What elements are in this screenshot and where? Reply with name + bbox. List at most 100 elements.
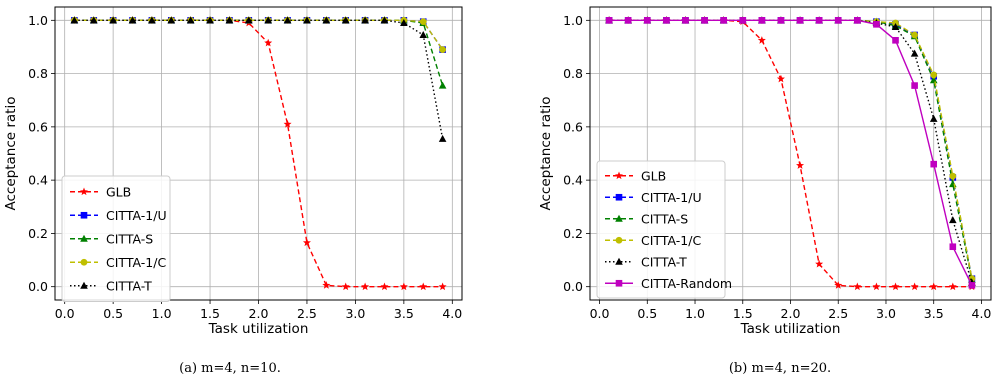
- legend-entry: CITTA-Random: [641, 276, 732, 291]
- y-tick-label: 0.2: [28, 226, 48, 241]
- x-tick-label: 3.5: [924, 306, 944, 321]
- data-point: [399, 282, 408, 291]
- data-point: [776, 74, 785, 83]
- plot-frame: [54, 6, 463, 301]
- data-point: [777, 17, 785, 24]
- x-tick-label: 2.5: [828, 306, 848, 321]
- x-tick-label: 4.0: [972, 306, 992, 321]
- y-tick-label: 0.6: [563, 119, 583, 134]
- data-point: [89, 16, 98, 24]
- data-point: [341, 282, 350, 291]
- chart-panel-2: 0.0 0.5 1.0 1.5 2.0 2.5 3.0 3.5 4.0 0.0 0.2 0.4 0.6 0…: [538, 6, 992, 376]
- data-point: [322, 16, 331, 24]
- data-point: [701, 17, 708, 24]
- data-point: [873, 21, 880, 28]
- y-tick-label: 0.0: [28, 279, 48, 294]
- plot-frame: [589, 6, 992, 301]
- legend-marker: [80, 258, 88, 266]
- data-point: [322, 281, 331, 289]
- y-tick-label: 1.0: [563, 13, 583, 28]
- x-tick-label: 0.0: [590, 306, 610, 321]
- data-point: [341, 16, 350, 24]
- data-point: [302, 238, 311, 247]
- data-point: [910, 282, 919, 291]
- x-tick-label: 2.0: [781, 306, 801, 321]
- data-point: [148, 16, 156, 24]
- data-point: [283, 120, 292, 128]
- data-point: [911, 82, 918, 89]
- data-point: [872, 282, 881, 291]
- data-point: [758, 17, 766, 24]
- legend-marker: [615, 214, 623, 222]
- series-citta-random: [605, 17, 976, 289]
- data-point: [419, 282, 428, 291]
- data-point: [361, 282, 370, 291]
- x-tick-label: 2.0: [249, 306, 269, 321]
- x-tick-label: 0.0: [55, 306, 75, 321]
- data-point: [109, 16, 117, 24]
- data-point: [128, 16, 137, 24]
- legend-marker: [615, 171, 623, 180]
- data-point: [380, 16, 389, 24]
- y-axis-label: Acceptance ratio: [3, 97, 19, 211]
- legend-entry: CITTA-1/C: [106, 255, 166, 270]
- data-point: [663, 17, 670, 24]
- data-point: [892, 36, 899, 44]
- x-tick-label: 2.5: [297, 306, 317, 321]
- legend-marker: [615, 193, 623, 201]
- series-citta-t: [70, 16, 447, 142]
- data-point: [815, 259, 824, 268]
- x-tick-label: 3.0: [876, 306, 896, 321]
- legend-entry: CITTA-T: [641, 254, 687, 269]
- series-line: [74, 19, 443, 288]
- data-point: [949, 172, 957, 180]
- y-tick-label: 0.0: [563, 279, 583, 294]
- x-tick-label: 0.5: [637, 306, 657, 321]
- x-axis-label: Task utilization: [740, 321, 841, 337]
- data-point: [891, 22, 900, 30]
- data-point: [948, 282, 957, 291]
- x-tick-label: 0.5: [103, 306, 123, 321]
- x-tick-label: 1.0: [685, 306, 705, 321]
- y-tick-label: 0.4: [28, 173, 48, 188]
- x-tick-label: 4.0: [442, 306, 462, 321]
- data-point: [361, 16, 369, 24]
- data-point: [929, 282, 938, 291]
- data-point: [206, 16, 214, 24]
- data-point: [834, 281, 843, 289]
- chart-panel-1: 0.0 0.5 1.0 1.5 2.0 2.5 3.0 3.5 4.0 0.0 0.2 0.4 0.6 0…: [3, 6, 463, 376]
- y-tick-label: 0.8: [563, 66, 583, 81]
- x-tick-label: 1.0: [152, 306, 172, 321]
- y-axis-label: Acceptance ratio: [538, 97, 554, 211]
- legend: GLB CITTA-1/U CITTA-S CITTA-1/C CITTA-T: [61, 175, 171, 302]
- y-tick-label: 0.6: [28, 119, 48, 134]
- data-point: [949, 216, 957, 224]
- data-point: [380, 282, 389, 291]
- x-axis-label: Task utilization: [208, 321, 309, 337]
- x-tick-label: 3.0: [345, 306, 365, 321]
- data-point: [949, 180, 957, 188]
- legend-marker: [80, 234, 88, 242]
- data-point: [439, 46, 447, 54]
- y-tick-label: 0.4: [563, 173, 583, 188]
- legend-marker: [615, 279, 623, 287]
- series-line: [74, 19, 444, 139]
- y-tick-label: 0.2: [563, 226, 583, 241]
- data-point: [605, 17, 613, 24]
- x-tick-label: 1.5: [733, 306, 753, 321]
- data-point: [225, 16, 234, 24]
- legend-marker: [80, 187, 88, 196]
- legend-box: [61, 175, 171, 302]
- data-point: [264, 16, 272, 24]
- data-point: [949, 243, 957, 251]
- data-point: [264, 38, 273, 47]
- data-point: [70, 16, 79, 24]
- data-point: [283, 16, 292, 24]
- data-point: [682, 17, 689, 24]
- data-point: [419, 30, 428, 38]
- data-point: [930, 71, 938, 79]
- legend-entry: CITTA-T: [106, 278, 152, 293]
- data-point: [968, 282, 976, 289]
- data-point: [796, 161, 805, 169]
